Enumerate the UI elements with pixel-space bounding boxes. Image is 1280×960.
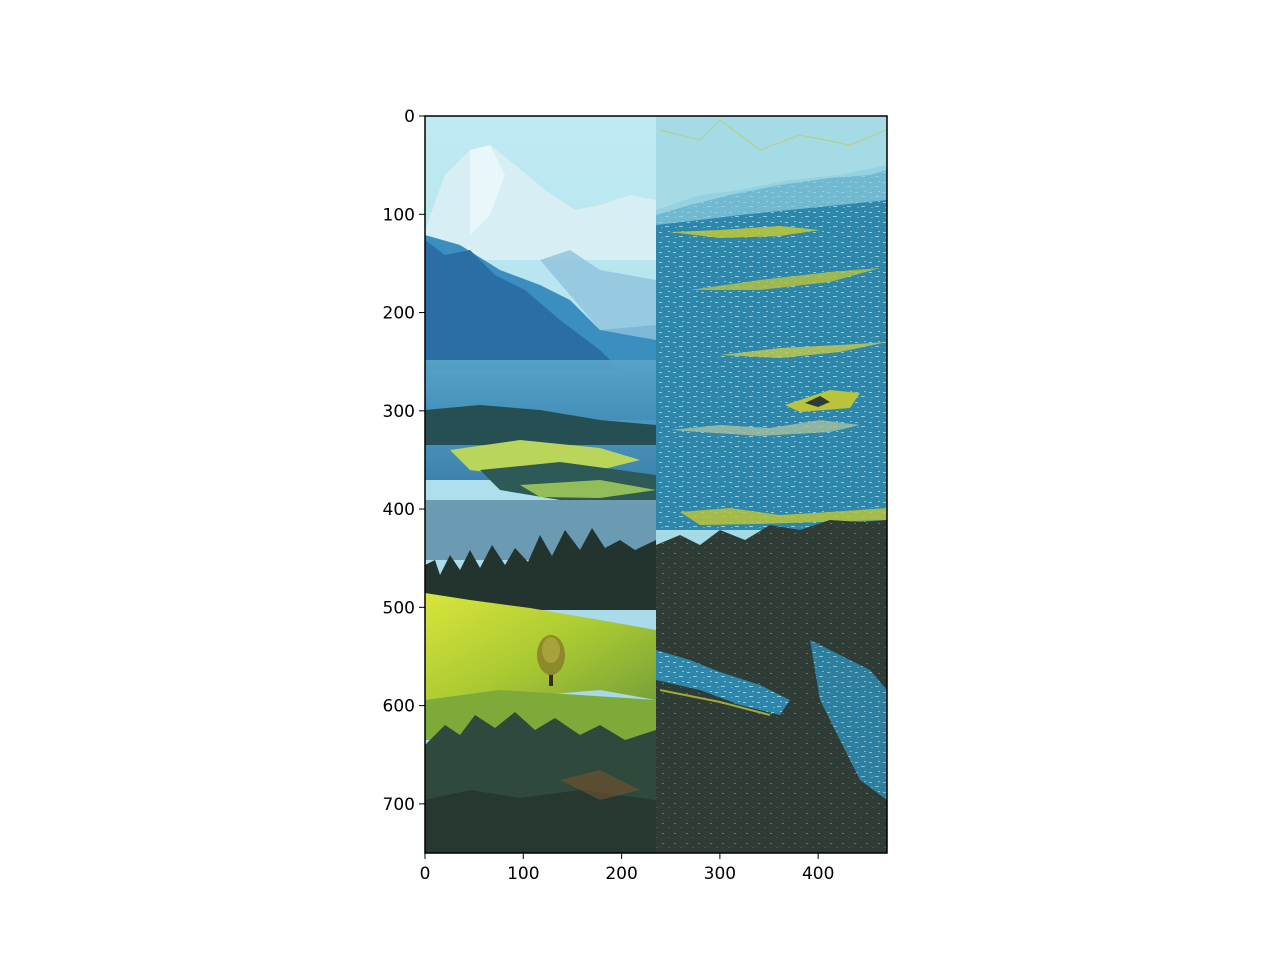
y-tick-label: 500: [383, 598, 415, 618]
x-axis: 0 100 200 300 400: [420, 853, 834, 884]
x-tick-label: 100: [507, 864, 539, 884]
y-tick-label: 700: [383, 795, 415, 815]
x-tick-label: 0: [420, 864, 431, 884]
original-image-panel: [425, 116, 656, 853]
plot-frame: [424, 115, 888, 854]
y-tick-label: 100: [383, 205, 415, 225]
x-tick-label: 200: [605, 864, 637, 884]
y-tick-label: 400: [383, 500, 415, 520]
quantized-image-panel: [656, 116, 887, 853]
y-tick-label: 300: [383, 402, 415, 422]
y-tick-label: 200: [383, 304, 415, 324]
y-axis: 0 100 200 300 400 500 600 700: [383, 107, 425, 815]
x-tick-label: 300: [704, 864, 736, 884]
y-tick-label: 0: [404, 107, 415, 127]
y-tick-label: 600: [383, 697, 415, 717]
x-tick-label: 400: [802, 864, 834, 884]
